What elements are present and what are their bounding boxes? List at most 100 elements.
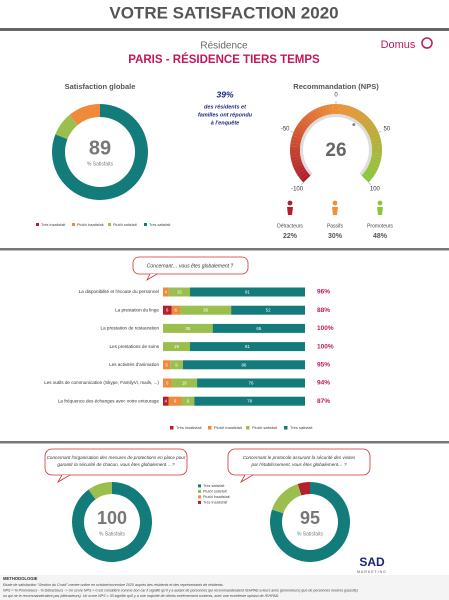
legend-label: Plutôt insatisfait (77, 223, 105, 227)
legend-label: Très insatisfait (41, 223, 66, 227)
bar-segment (163, 396, 169, 406)
person-head (332, 200, 338, 206)
gauge-band (290, 152, 301, 158)
segment-label: 15 (177, 289, 182, 294)
legend-label: Très satisfait (290, 425, 313, 430)
legend-swatch (198, 495, 201, 499)
gauge-band (292, 132, 303, 139)
segment-label: 52 (266, 308, 271, 313)
center-value: 100 (97, 508, 127, 528)
gauge-band (290, 139, 302, 145)
response-rate: 39% (216, 89, 233, 99)
donut-segment (55, 115, 78, 140)
donut-segment (270, 482, 350, 562)
segment-label: 4 (165, 399, 168, 404)
speech-bubble (132, 256, 249, 275)
donut-segment (271, 483, 302, 514)
segment-label: 65 (256, 326, 261, 331)
center-value: 95 (300, 508, 320, 528)
gauge-tick-label: -100 (291, 186, 304, 192)
bar-segment (163, 305, 172, 315)
bar-segment (163, 323, 213, 333)
group-value: 30% (328, 233, 343, 240)
group-label: Passifs (327, 223, 344, 229)
gauge-band (357, 112, 366, 123)
bar-segment (181, 396, 195, 406)
bar-segment (168, 287, 190, 297)
legend-label: Très satisfait (149, 223, 171, 227)
row-total: 87% (317, 398, 330, 405)
page-title: VOTRE SATISFACTION 2020 (109, 3, 338, 22)
gauge-band (370, 155, 382, 161)
gauge-band (308, 110, 318, 121)
gauge-band (338, 104, 344, 115)
gauge-band (349, 107, 357, 118)
gauge-band (301, 117, 311, 127)
gauge-center (312, 126, 360, 174)
gauge-band (347, 106, 354, 117)
bubble-tail (146, 273, 158, 282)
gauge-value: 26 (325, 140, 346, 161)
gauge-band (298, 120, 309, 129)
legend-swatch (72, 223, 75, 226)
person-body (332, 207, 338, 215)
gauge-tick-label: -50 (281, 127, 290, 133)
segment-label: 86 (241, 362, 246, 367)
person-body (287, 207, 293, 215)
bar-segment (189, 342, 305, 352)
segment-label: 6 (166, 308, 169, 313)
center-label: % Satisfaits (99, 531, 126, 537)
segment-label: 9 (174, 399, 177, 404)
methodology-text: Etude de satisfaction "Gestion du Covid"… (3, 583, 224, 587)
gauge-band (290, 155, 301, 161)
legend-label: Plutôt satisfait (203, 490, 228, 494)
gauge-band (365, 122, 376, 132)
legend-label: Plutôt insatisfait (203, 495, 231, 499)
gauge-band (354, 110, 364, 121)
gauge-tick-label: 50 (383, 127, 390, 133)
gauge-band (291, 135, 302, 142)
person-body (377, 207, 383, 215)
segment-label: 6 (166, 380, 169, 385)
bar-segment (231, 305, 305, 315)
legend-swatch (198, 489, 201, 493)
legend-swatch (170, 426, 174, 430)
row-label: La disponibilité et l'écoute du personne… (79, 289, 159, 294)
legend-label: Plutôt insatisfait (214, 425, 243, 430)
response-text: des résidents et (204, 104, 247, 110)
logo: Domus (381, 39, 416, 51)
group-label: Détracteurs (277, 223, 303, 229)
gauge-band (293, 163, 304, 171)
gauge-band (306, 112, 315, 123)
segment-label: 9 (175, 362, 178, 367)
gauge-band (371, 152, 382, 158)
gauge-band (296, 122, 307, 132)
methodology-text: ou qui ne le recommanderaient pas (détra… (3, 594, 279, 598)
gauge-tick-label: 100 (370, 186, 381, 192)
question: Concernant l'organisation des mesures de… (47, 455, 186, 460)
gauge-band (363, 120, 374, 129)
center-value: 89 (89, 137, 111, 159)
response-text: familles ont répondu (198, 112, 253, 118)
bar-segment (163, 342, 190, 352)
legend-swatch (208, 426, 212, 430)
bar-segment (180, 305, 232, 315)
bar-segment (194, 396, 305, 406)
gauge-band (292, 161, 303, 168)
gauge-band (303, 114, 313, 125)
gauge-tick (301, 182, 304, 185)
gauge-band (369, 132, 380, 139)
legend-swatch (246, 426, 250, 430)
gauge-band (341, 104, 347, 116)
gauge-band (368, 129, 379, 137)
legend-label: Très insatisfait (203, 501, 228, 505)
group-value: 22% (283, 233, 298, 240)
gauge-band (311, 108, 320, 120)
gauge-band (365, 168, 376, 178)
gauge-band (290, 146, 301, 150)
gauge-tick (290, 130, 294, 133)
speech-bubble (227, 448, 371, 476)
gauge-band (295, 125, 306, 134)
